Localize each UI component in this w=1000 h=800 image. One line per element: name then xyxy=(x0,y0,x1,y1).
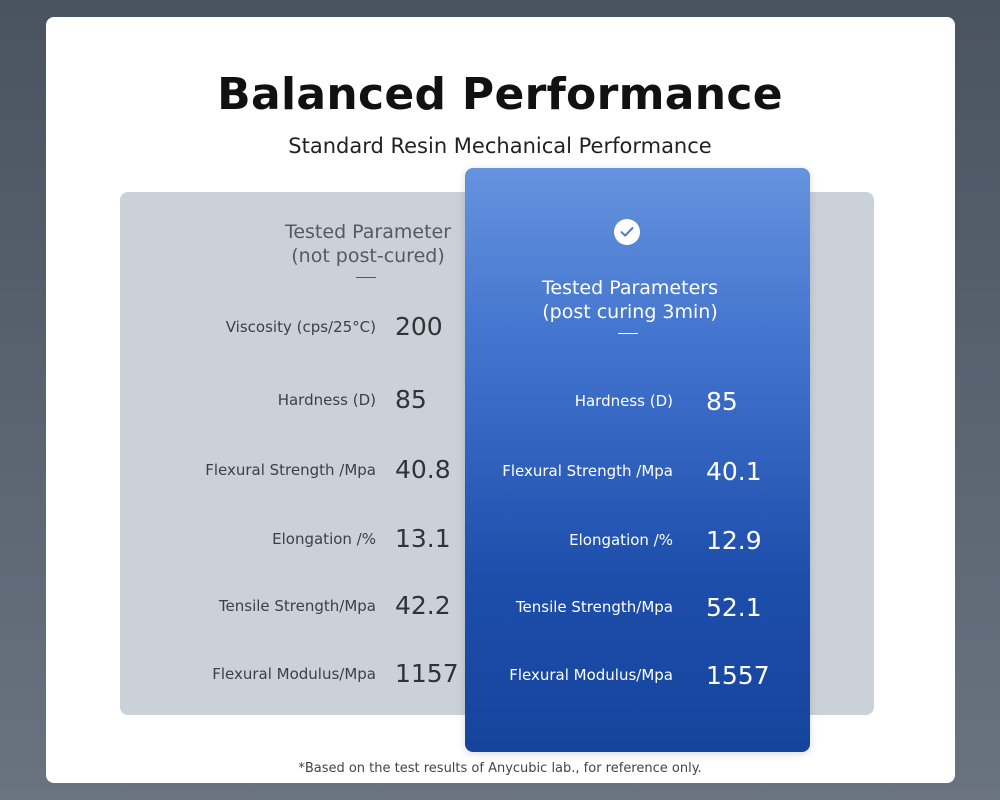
row-value-hardness: 85 xyxy=(395,385,427,414)
page-subtitle: Standard Resin Mechanical Performance xyxy=(288,134,712,158)
page-title: Balanced Performance xyxy=(217,69,783,120)
row-label-elongation: Elongation /% xyxy=(272,530,376,548)
row-label-tensile-strength: Tensile Strength/Mpa xyxy=(218,597,376,615)
row-value-viscosity: 200 xyxy=(395,312,443,341)
row-value-elongation: 13.1 xyxy=(395,524,451,553)
row-value-flexural-modulus: 1557 xyxy=(706,661,770,690)
row-label-flexural-modulus: Flexural Modulus/Mpa xyxy=(212,665,376,683)
footnote: *Based on the test results of Anycubic l… xyxy=(298,761,702,776)
post-cured-header-line1: Tested Parameters xyxy=(542,277,718,299)
row-value-flexural-modulus: 1157 xyxy=(395,659,459,688)
not-post-cured-header-line1: Tested Parameter xyxy=(284,221,452,243)
post-cured-header-line2: (post curing 3min) xyxy=(542,301,718,323)
not-post-cured-header: Tested Parameter (not post-cured) xyxy=(250,220,486,268)
row-label-hardness: Hardness (D) xyxy=(574,392,673,410)
row-value-flexural-strength: 40.8 xyxy=(395,455,451,484)
left-header-divider xyxy=(356,277,376,278)
not-post-cured-header-line2: (not post-cured) xyxy=(291,245,445,267)
row-value-flexural-strength: 40.1 xyxy=(706,457,762,486)
row-label-tensile-strength: Tensile Strength/Mpa xyxy=(515,598,673,616)
post-cured-panel xyxy=(465,168,810,752)
row-label-flexural-modulus: Flexural Modulus/Mpa xyxy=(509,666,673,684)
row-value-hardness: 85 xyxy=(706,387,738,416)
row-value-tensile-strength: 52.1 xyxy=(706,593,762,622)
row-label-flexural-strength: Flexural Strength /Mpa xyxy=(502,462,673,480)
row-label-hardness: Hardness (D) xyxy=(277,391,376,409)
post-cured-header: Tested Parameters (post curing 3min) xyxy=(510,276,750,324)
row-label-flexural-strength: Flexural Strength /Mpa xyxy=(205,461,376,479)
row-label-viscosity: Viscosity (cps/25°C) xyxy=(225,318,376,336)
check-circle-icon xyxy=(614,219,640,245)
row-value-tensile-strength: 42.2 xyxy=(395,591,451,620)
right-header-divider xyxy=(618,333,638,334)
row-value-elongation: 12.9 xyxy=(706,526,762,555)
row-label-elongation: Elongation /% xyxy=(569,531,673,549)
